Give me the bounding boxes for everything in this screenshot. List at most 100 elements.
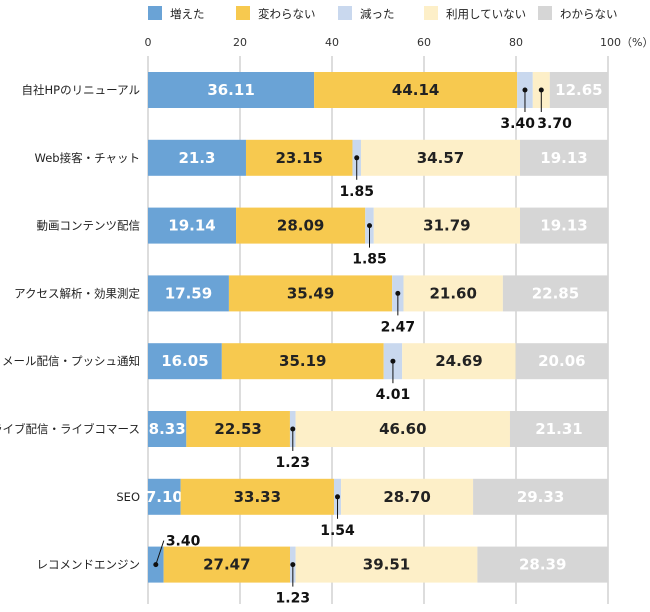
bar-segment bbox=[502, 275, 608, 312]
bar-segment bbox=[403, 275, 503, 312]
category-label: 動画コンテンツ配信 bbox=[37, 219, 141, 233]
bar-value-label: 1.54 bbox=[320, 523, 355, 539]
gridlines bbox=[147, 56, 609, 604]
bar-segment bbox=[373, 207, 521, 244]
legend-swatch bbox=[338, 6, 352, 20]
bar-value-label: 2.47 bbox=[381, 319, 416, 335]
bar-value-label: 7.10 bbox=[146, 488, 183, 506]
bar-segment bbox=[163, 546, 291, 583]
bar-segment bbox=[236, 207, 366, 244]
bar-segment bbox=[473, 478, 608, 515]
bar-segment bbox=[221, 343, 384, 380]
legend-label: わからない bbox=[560, 7, 618, 21]
bar-value-label: 3.40 bbox=[166, 534, 201, 550]
bar-value-label: 21.60 bbox=[429, 284, 476, 302]
bar-value-label: 21.31 bbox=[535, 420, 582, 438]
bar-segment bbox=[520, 139, 608, 176]
bar-value-label: 29.33 bbox=[517, 488, 564, 506]
legend-swatch bbox=[538, 6, 552, 20]
bar-value-label: 21.3 bbox=[178, 149, 215, 167]
bar-value-label: 3.40 bbox=[500, 116, 535, 132]
bar-segment bbox=[148, 72, 315, 108]
bar-value-label: 28.09 bbox=[277, 217, 324, 235]
bar-value-label: 34.57 bbox=[417, 149, 464, 167]
bar-value-label: 39.51 bbox=[363, 556, 410, 574]
bar-value-label: 46.60 bbox=[379, 420, 426, 438]
bar-value-label: 28.70 bbox=[383, 488, 430, 506]
bar-segment bbox=[295, 411, 510, 447]
category-labels: 自社HPのリニューアル Web接客・チャット動画コンテンツ配信アクセス解析・効果測… bbox=[0, 83, 140, 572]
bar-segment bbox=[549, 72, 608, 108]
legend-swatch bbox=[148, 6, 162, 20]
bar-value-label: 3.70 bbox=[537, 116, 572, 132]
bar-segment bbox=[515, 343, 608, 380]
bar-segment bbox=[520, 207, 608, 244]
category-label: ライブ配信・ライブコマース bbox=[0, 422, 140, 436]
x-axis-ticks: 0 20 40 60 80 100（%） bbox=[145, 36, 650, 49]
bar-segment bbox=[148, 343, 222, 380]
bar-value-label: 19.13 bbox=[540, 149, 587, 167]
bar-segment bbox=[148, 275, 229, 312]
bar-value-label: 12.65 bbox=[555, 81, 602, 99]
bar-segment bbox=[148, 139, 246, 176]
bar-value-label: 22.53 bbox=[214, 420, 261, 438]
bar-value-label: 1.85 bbox=[352, 252, 387, 268]
bar-segment bbox=[148, 478, 181, 515]
bar-segment bbox=[148, 411, 187, 447]
legend-label: 減った bbox=[360, 7, 395, 21]
bar-segment bbox=[148, 207, 237, 244]
bar-value-label: 23.15 bbox=[275, 149, 322, 167]
bar-value-label: 8.33 bbox=[149, 420, 186, 438]
bar-value-label: 28.39 bbox=[519, 556, 566, 574]
bar-value-label: 1.23 bbox=[276, 591, 311, 607]
bar-value-label: 19.14 bbox=[168, 217, 215, 235]
bar-segment bbox=[180, 478, 334, 515]
bar-segment bbox=[228, 275, 393, 312]
legend-label: 利用していない bbox=[446, 7, 526, 21]
bar-segment bbox=[314, 72, 518, 108]
chart-legend: 増えた 変わらない 減った 利用していない わからない bbox=[148, 6, 618, 21]
x-tick-label: 40 bbox=[325, 36, 339, 49]
bar-value-label: 17.59 bbox=[165, 284, 212, 302]
x-tick-label: 80 bbox=[509, 36, 523, 49]
bar-segment bbox=[341, 478, 474, 515]
bar-segment bbox=[245, 139, 353, 176]
bar-segment bbox=[186, 411, 290, 447]
bar-value-label: 35.49 bbox=[287, 284, 334, 302]
category-label: SEO bbox=[116, 490, 140, 504]
legend-swatch bbox=[236, 6, 250, 20]
legend-label: 増えた bbox=[170, 7, 205, 21]
bar-value-label: 27.47 bbox=[203, 556, 250, 574]
bar-segment bbox=[295, 546, 478, 583]
bar-value-label: 22.85 bbox=[532, 284, 579, 302]
category-label: レコメンドエンジン bbox=[37, 558, 141, 572]
bar-value-label: 24.69 bbox=[435, 352, 482, 370]
bar-segment bbox=[402, 343, 516, 380]
bar-value-label: 36.11 bbox=[207, 81, 254, 99]
bar-value-label: 33.33 bbox=[234, 488, 281, 506]
bar-value-label: 44.14 bbox=[392, 81, 439, 99]
bar-value-label: 1.85 bbox=[339, 184, 374, 200]
category-label: メール配信・プッシュ通知 bbox=[2, 354, 140, 368]
bar-segment bbox=[509, 411, 608, 447]
bar-value-label: 4.01 bbox=[376, 387, 411, 403]
category-label: アクセス解析・効果測定 bbox=[14, 286, 140, 300]
legend-label: 変わらない bbox=[258, 7, 316, 21]
bar-value-label: 1.23 bbox=[276, 455, 311, 471]
bar-segment bbox=[477, 546, 608, 583]
legend-swatch bbox=[424, 6, 438, 20]
x-tick-label: 100（%） bbox=[600, 36, 650, 49]
bar-value-label: 16.05 bbox=[161, 352, 208, 370]
bar-value-label: 31.79 bbox=[423, 217, 470, 235]
bar-segment bbox=[360, 139, 521, 176]
bar-value-label: 20.06 bbox=[538, 352, 585, 370]
x-tick-label: 60 bbox=[417, 36, 431, 49]
bar-value-label: 35.19 bbox=[279, 352, 326, 370]
bar-value-label: 19.13 bbox=[540, 217, 587, 235]
category-label: 自社HPのリニューアル bbox=[21, 83, 140, 97]
category-label: Web接客・チャット bbox=[35, 151, 140, 165]
x-tick-label: 20 bbox=[233, 36, 247, 49]
x-tick-label: 0 bbox=[145, 36, 152, 49]
